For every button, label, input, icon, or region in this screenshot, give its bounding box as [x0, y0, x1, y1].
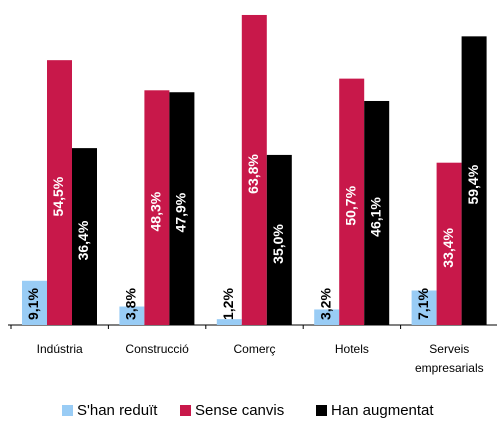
bar [411, 290, 437, 325]
bar [144, 90, 170, 325]
bar [22, 280, 47, 325]
bar [216, 319, 242, 325]
bar [241, 14, 267, 326]
bar [119, 306, 145, 325]
x-tick-label: Serveis empresarials [414, 342, 484, 375]
bar [314, 309, 340, 325]
bar [169, 92, 195, 326]
value-label: 54,5% [50, 176, 66, 216]
value-label: 7,1% [415, 288, 431, 320]
bar [461, 36, 487, 326]
value-label: 9,1% [25, 288, 41, 320]
value-label: 3,8% [123, 288, 139, 320]
legend-swatch [316, 405, 327, 416]
value-label: 33,4% [440, 227, 456, 267]
legend-label: S'han reduït [77, 402, 158, 419]
bar [72, 148, 97, 325]
value-label: 59,4% [465, 164, 481, 204]
value-label: 1,2% [220, 288, 236, 320]
legend-swatch [62, 405, 73, 416]
value-label: 48,3% [148, 191, 164, 231]
bar [436, 162, 462, 325]
bar [47, 60, 72, 325]
value-label: 47,9% [173, 192, 189, 232]
value-label: 36,4% [75, 220, 91, 260]
x-tick-label: Hotels [334, 342, 369, 356]
bar [339, 78, 365, 325]
value-label: 35,0% [270, 224, 286, 264]
bar [364, 100, 390, 325]
x-tick-label: Construcció [125, 342, 189, 356]
legend-label: Sense canvis [195, 402, 284, 419]
value-label: 3,2% [317, 288, 333, 320]
value-label: 46,1% [367, 197, 383, 237]
legend-label: Han augmentat [331, 402, 434, 419]
bar [266, 154, 292, 325]
value-label: 63,8% [245, 154, 261, 194]
legend-swatch [180, 405, 191, 416]
value-label: 50,7% [342, 185, 358, 225]
x-tick-label: Comerç [233, 342, 276, 356]
x-tick-label: Indústria [36, 342, 83, 356]
